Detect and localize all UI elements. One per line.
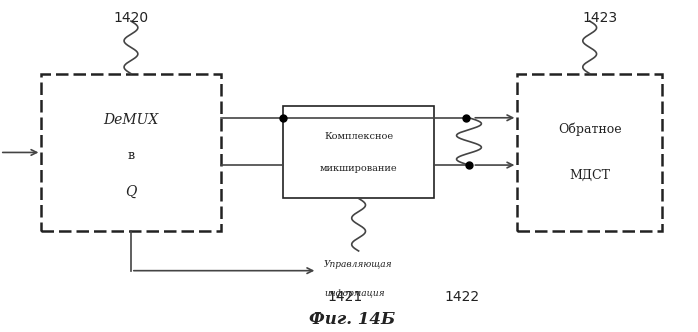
Bar xyxy=(517,74,662,231)
Text: Q: Q xyxy=(125,185,137,199)
Text: в: в xyxy=(128,149,135,162)
Text: Обратное: Обратное xyxy=(558,123,621,136)
Text: 1422: 1422 xyxy=(445,290,480,304)
Text: Комплексное: Комплексное xyxy=(324,131,393,140)
Text: 1420: 1420 xyxy=(113,11,149,25)
Text: DeMUX: DeMUX xyxy=(103,113,158,126)
Text: 1423: 1423 xyxy=(582,11,618,25)
Text: микширование: микширование xyxy=(320,164,397,173)
Text: информация: информация xyxy=(324,289,385,298)
Bar xyxy=(41,74,221,231)
Text: МДСТ: МДСТ xyxy=(569,169,610,182)
Text: Фиг. 14Б: Фиг. 14Б xyxy=(309,311,395,328)
Text: Управляющая: Управляющая xyxy=(324,260,393,269)
Bar xyxy=(283,107,434,199)
Text: 1421: 1421 xyxy=(327,290,362,304)
